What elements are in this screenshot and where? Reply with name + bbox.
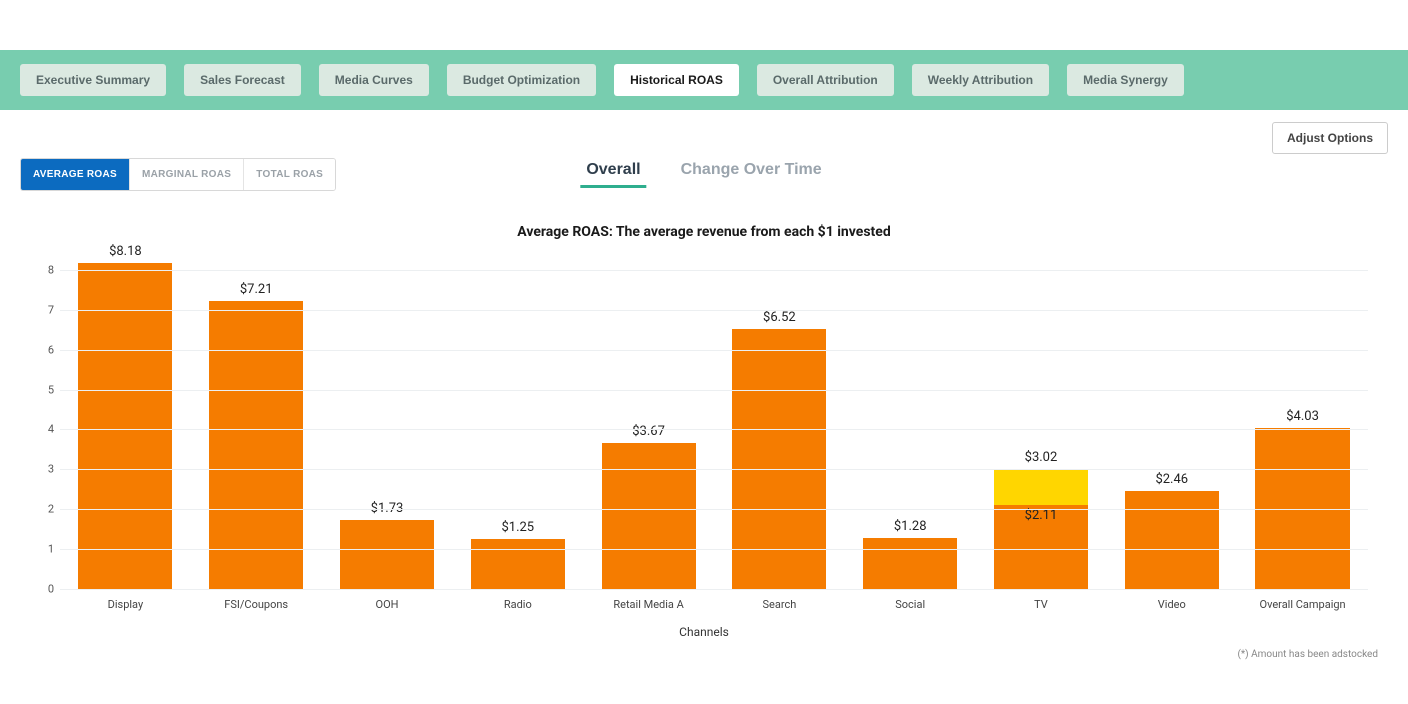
roas-tab-marginal-roas[interactable]: MARGINAL ROAS (130, 159, 244, 190)
bar-slot-tv: $3.02$2.11 (976, 250, 1107, 589)
bar-slot-search: $6.52 (714, 250, 845, 589)
gridline (60, 270, 1368, 271)
gridline (60, 589, 1368, 590)
x-axis-labels: DisplayFSI/CouponsOOHRadioRetail Media A… (60, 590, 1368, 611)
nav-weekly-attribution[interactable]: Weekly Attribution (912, 64, 1049, 96)
bar-segment (209, 301, 303, 589)
y-tick-label: 8 (36, 263, 54, 276)
bar-social[interactable]: $1.28 (863, 538, 957, 589)
bar-radio[interactable]: $1.25 (471, 539, 565, 589)
x-label: Search (714, 590, 845, 611)
nav-media-synergy[interactable]: Media Synergy (1067, 64, 1184, 96)
bar-segment (340, 520, 434, 589)
nav-bar: Executive Summary Sales Forecast Media Cur… (0, 50, 1408, 110)
x-label: OOH (322, 590, 453, 611)
chart-area: $8.18 $7.21 $1.73 $1.25 $3.67 $6.52 $1.28 $3.02… (30, 250, 1378, 639)
y-tick-label: 5 (36, 383, 54, 396)
bar-retail-media-a[interactable]: $3.67 (602, 443, 696, 589)
roas-type-tabs: AVERAGE ROASMARGINAL ROASTOTAL ROAS (20, 158, 336, 191)
x-label: Retail Media A (583, 590, 714, 611)
bar-slot-retail-media-a: $3.67 (583, 250, 714, 589)
gridline (60, 549, 1368, 550)
bar-video[interactable]: $2.46 (1125, 491, 1219, 589)
x-label: FSI/Coupons (191, 590, 322, 611)
bar-display[interactable]: $8.18 (78, 263, 172, 589)
bar-value-label: $1.28 (894, 519, 927, 534)
chart-plot: $8.18 $7.21 $1.73 $1.25 $3.67 $6.52 $1.28 $3.02… (60, 250, 1368, 590)
bar-value-label: $2.46 (1155, 472, 1188, 487)
y-tick-label: 2 (36, 503, 54, 516)
top-right-area: Adjust Options (0, 110, 1408, 154)
bar-slot-radio: $1.25 (452, 250, 583, 589)
nav-sales-forecast[interactable]: Sales Forecast (184, 64, 301, 96)
bar-value-label: $6.52 (763, 310, 796, 325)
bar-fsi-coupons[interactable]: $7.21 (209, 301, 303, 589)
y-tick-label: 7 (36, 303, 54, 316)
bar-tv[interactable]: $3.02$2.11 (994, 469, 1088, 589)
controls-row: AVERAGE ROASMARGINAL ROASTOTAL ROAS Over… (0, 154, 1408, 194)
roas-tab-average-roas[interactable]: AVERAGE ROAS (21, 159, 130, 190)
view-tabs: Overall Change Over Time (580, 160, 827, 188)
y-tick-label: 6 (36, 343, 54, 356)
bar-segment (602, 443, 696, 589)
bar-slot-ooh: $1.73 (322, 250, 453, 589)
nav-historical-roas[interactable]: Historical ROAS (614, 64, 739, 96)
x-label: Radio (452, 590, 583, 611)
y-tick-label: 1 (36, 543, 54, 556)
adjust-options-button[interactable]: Adjust Options (1272, 122, 1388, 154)
bar-slot-video: $2.46 (1106, 250, 1237, 589)
roas-tab-total-roas[interactable]: TOTAL ROAS (244, 159, 335, 190)
bar-slot-fsi-coupons: $7.21 (191, 250, 322, 589)
gridline (60, 350, 1368, 351)
x-label: Display (60, 590, 191, 611)
bar-value-label: $4.03 (1286, 409, 1319, 424)
bar-slot-overall-campaign: $4.03 (1237, 250, 1368, 589)
bar-segment (994, 469, 1088, 505)
bar-slot-social: $1.28 (845, 250, 976, 589)
x-axis-title: Channels (30, 625, 1378, 639)
y-tick-label: 3 (36, 463, 54, 476)
bar-value-label: $8.18 (109, 244, 142, 259)
bar-slot-display: $8.18 (60, 250, 191, 589)
bar-value-label: $3.67 (632, 424, 665, 439)
bar-value-label: $1.25 (501, 520, 534, 535)
gridline (60, 469, 1368, 470)
nav-executive-summary[interactable]: Executive Summary (20, 64, 166, 96)
gridline (60, 390, 1368, 391)
gridline (60, 310, 1368, 311)
gridline (60, 429, 1368, 430)
y-tick-label: 0 (36, 583, 54, 596)
nav-media-curves[interactable]: Media Curves (319, 64, 429, 96)
chart-title: Average ROAS: The average revenue from e… (0, 224, 1408, 240)
view-tab-change-over-time[interactable]: Change Over Time (675, 160, 828, 185)
bar-segment (78, 263, 172, 589)
x-label: Video (1106, 590, 1237, 611)
bar-segment (471, 539, 565, 589)
x-label: TV (976, 590, 1107, 611)
gridline (60, 509, 1368, 510)
bar-value-label: $7.21 (240, 282, 273, 297)
y-tick-label: 4 (36, 423, 54, 436)
x-label: Social (845, 590, 976, 611)
bar-segment (1125, 491, 1219, 589)
bar-ooh[interactable]: $1.73 (340, 520, 434, 589)
bar-segment (863, 538, 957, 589)
nav-overall-attribution[interactable]: Overall Attribution (757, 64, 894, 96)
bar-value-label: $3.02 (1025, 450, 1058, 465)
view-tab-overall[interactable]: Overall (580, 160, 646, 188)
chart-bars: $8.18 $7.21 $1.73 $1.25 $3.67 $6.52 $1.28 $3.02… (60, 250, 1368, 589)
chart-footnote: (*) Amount has been adstocked (0, 649, 1378, 660)
x-label: Overall Campaign (1237, 590, 1368, 611)
nav-budget-optimization[interactable]: Budget Optimization (447, 64, 596, 96)
